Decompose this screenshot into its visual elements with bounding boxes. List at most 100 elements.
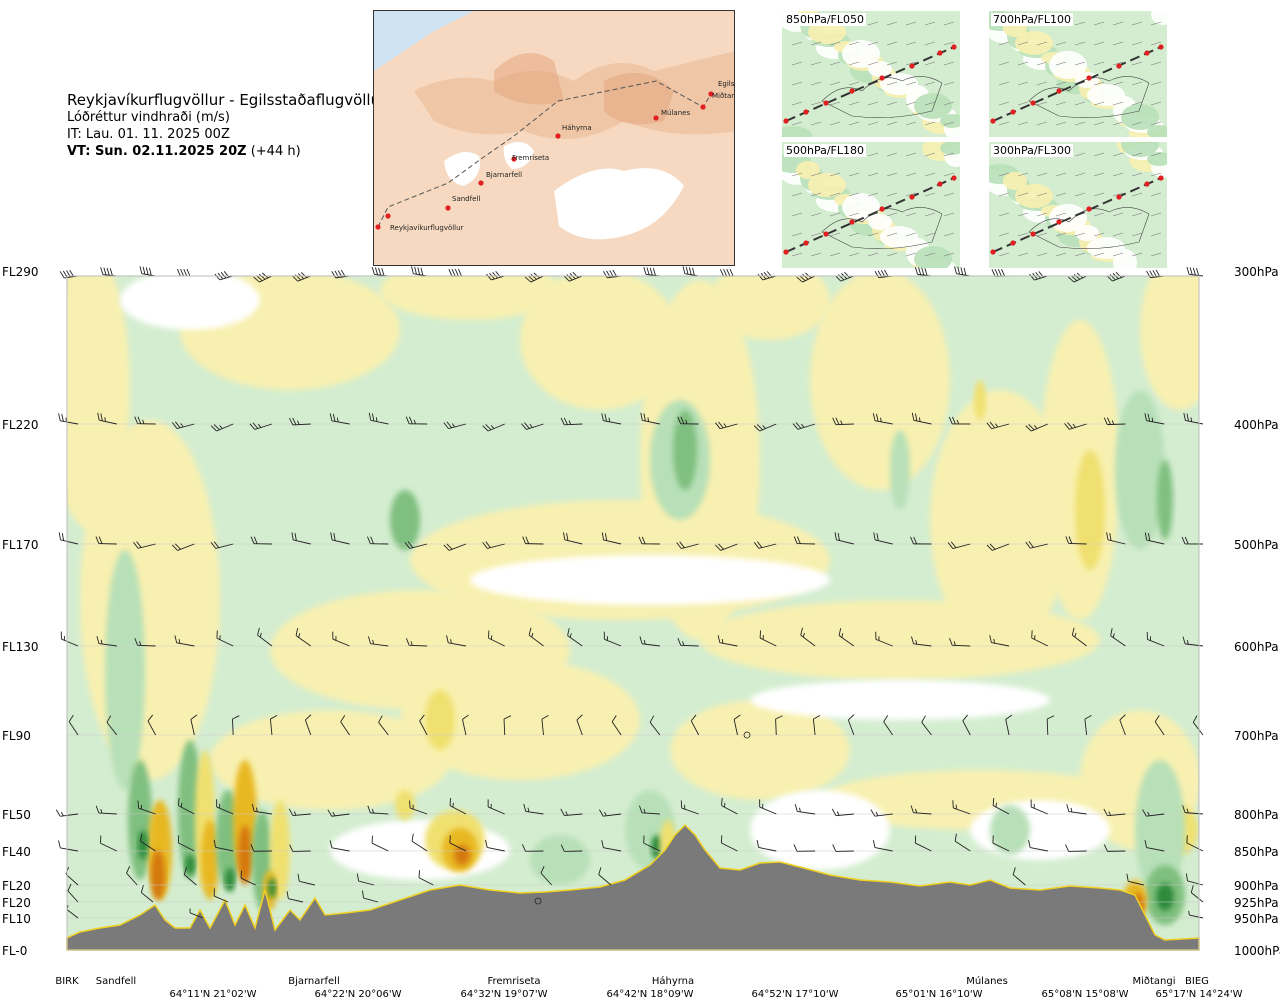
map-place-label: Bjarnarfell (486, 171, 522, 179)
map-waypoint (445, 205, 451, 211)
wind-barb (1188, 910, 1204, 919)
wind-barb (560, 808, 583, 817)
wind-barb (482, 423, 505, 432)
wind-barb (171, 543, 195, 551)
wind-barb (100, 267, 117, 277)
velocity-contour (710, 276, 830, 340)
right-level-label: 400hPa (1234, 418, 1279, 432)
wind-barb (1046, 715, 1055, 736)
velocity-contour (1156, 883, 1174, 911)
wind-barb (872, 413, 893, 425)
right-level-label: 600hPa (1234, 640, 1279, 654)
wind-barb (340, 715, 350, 736)
panel-300-label: 300hPa/FL300 (991, 144, 1074, 157)
wind-barb (139, 266, 156, 277)
left-level-label: FL50 (2, 808, 31, 822)
wind-barb (649, 715, 661, 736)
map-place-label: Háhyrna (562, 124, 592, 132)
wind-barb (794, 804, 816, 815)
velocity-contour (1140, 276, 1199, 410)
wind-barb (100, 835, 117, 852)
wind-barb (1065, 844, 1087, 852)
route-line (377, 80, 712, 228)
x-coord-label: 64°32'N 19°07'W (461, 989, 548, 1000)
velocity-contour (1075, 450, 1105, 570)
wind-barb (487, 799, 505, 815)
wind-barb (832, 844, 854, 852)
velocity-contour (185, 855, 195, 875)
wind-barb (599, 809, 622, 817)
wind-barb (68, 715, 79, 736)
wind-barb (134, 416, 156, 425)
map-waypoint (700, 104, 706, 110)
velocity-contour (470, 555, 830, 605)
wind-barb (1064, 422, 1087, 430)
wind-barb (405, 638, 428, 647)
left-level-label: FL290 (2, 265, 39, 279)
velocity-contour (138, 830, 148, 860)
velocity-contour (810, 276, 950, 490)
map-waypoint (385, 213, 391, 219)
wind-barb (251, 803, 273, 815)
wind-barb (58, 840, 79, 852)
wind-barb (216, 799, 234, 815)
wind-barb (1106, 271, 1126, 282)
wind-barb (106, 715, 118, 736)
wind-barb (910, 536, 932, 545)
map-place-label: Reykjavíkurflugvöllur (390, 224, 464, 232)
wind-barb (870, 809, 893, 817)
velocity-contour (930, 390, 1070, 650)
wind-barb (962, 714, 971, 736)
wind-barb (1192, 715, 1204, 736)
velocity-contour (673, 410, 697, 490)
wind-barb (329, 413, 350, 425)
wind-barb (332, 631, 350, 647)
wind-barb (759, 799, 777, 815)
x-coord-label: 64°42'N 18°09'W (607, 989, 694, 1000)
wind-barb (954, 266, 971, 277)
velocity-contour (268, 878, 276, 898)
wind-barb (446, 635, 467, 647)
wind-barb (367, 536, 389, 545)
wind-barb (327, 809, 350, 817)
velocity-contour (890, 430, 910, 510)
panel-700: 700hPa/FL100 (989, 11, 1167, 137)
map-place-label: Miðtangi (712, 92, 735, 100)
wind-barb (1103, 417, 1126, 426)
velocity-contour (750, 680, 1050, 720)
wind-barb (137, 800, 156, 815)
wind-barb (567, 628, 583, 647)
wind-barb (800, 627, 816, 647)
wind-barb (911, 412, 932, 425)
wind-barb (371, 835, 389, 852)
wind-barb (288, 808, 311, 816)
wind-barb (1126, 873, 1144, 886)
wind-barb (1190, 885, 1204, 903)
velocity-contour (990, 805, 1030, 855)
right-level-label: 950hPa (1234, 912, 1279, 926)
wind-barb (449, 797, 467, 815)
wind-barb (775, 715, 783, 736)
wind-barb (249, 422, 273, 430)
wind-barb (367, 636, 389, 647)
x-coord-label: 64°11'N 21°02'W (170, 989, 257, 1000)
wind-barb (991, 268, 1010, 277)
velocity-contour (151, 850, 165, 900)
wind-barb (289, 417, 311, 426)
calm-wind-marker (534, 897, 542, 905)
wind-barb (638, 805, 660, 815)
chart-header: Reykjavíkurflugvöllur - Egilsstaðaflugvö… (67, 92, 386, 160)
x-coord-label: 64°52'N 17°10'W (752, 989, 839, 1000)
right-level-label: 900hPa (1234, 879, 1279, 893)
map-waypoint (555, 133, 561, 139)
wind-barb (1182, 805, 1204, 815)
wind-barb (753, 423, 777, 432)
wind-barb (58, 532, 79, 545)
velocity-contour (105, 550, 145, 790)
wind-barb (911, 636, 932, 647)
calm-wind-marker (743, 731, 751, 739)
wind-barb (1012, 867, 1026, 886)
wind-barb (58, 413, 79, 425)
wind-barb (411, 266, 428, 277)
wind-barb (240, 870, 256, 886)
